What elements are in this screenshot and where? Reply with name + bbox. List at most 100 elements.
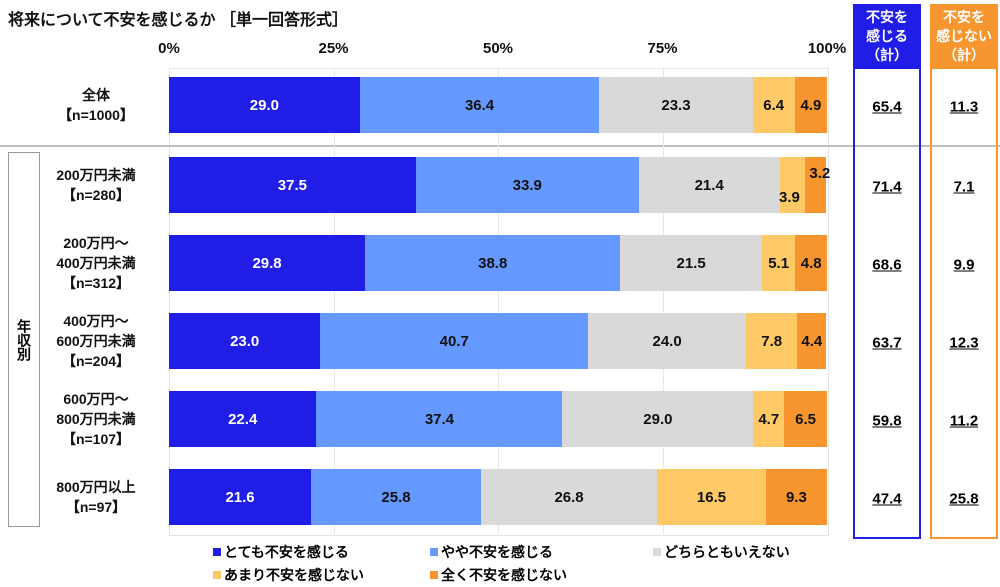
gridline <box>498 68 499 534</box>
legend-swatch <box>653 548 661 556</box>
bar-segment: 4.7 <box>753 391 785 447</box>
summary-value: 11.3 <box>949 98 979 116</box>
data-label: 9.3 <box>785 488 807 506</box>
data-label: 6.4 <box>763 96 785 114</box>
legend-swatch <box>213 548 221 556</box>
data-label: 4.8 <box>800 254 822 272</box>
bar-segment: 37.4 <box>316 391 563 447</box>
summary-column: 不安を 感じない （計） 11.3 7.1 9.9 12.3 11.2 25.8 <box>930 4 998 539</box>
group-label: 年収別 <box>16 318 32 361</box>
bar-segment: 24.0 <box>588 313 747 369</box>
bar-segment: 21.6 <box>169 469 312 525</box>
data-label: 37.5 <box>277 176 307 194</box>
category-label: 400万円～ 600万円未満 【n=204】 <box>56 313 136 369</box>
data-label: 29.8 <box>252 254 282 272</box>
bar-segment: 21.4 <box>638 157 780 213</box>
category-label: 200万円未満 【n=280】 <box>56 167 136 203</box>
data-label: 29.0 <box>643 410 673 428</box>
category-label: 800万円以上 【n=97】 <box>56 479 136 515</box>
gridline <box>333 68 335 534</box>
data-label: 37.4 <box>424 410 455 428</box>
data-label: 5.1 <box>768 254 790 272</box>
summary-value: 59.8 <box>872 412 902 430</box>
bar-segment: 40.7 <box>320 313 589 369</box>
legend-label: あまり不安を感じない <box>224 567 364 583</box>
legend-label: 全く不安を感じない <box>441 567 567 583</box>
legend-swatch <box>430 548 438 556</box>
summary-value: 25.8 <box>949 490 979 508</box>
data-label: 4.7 <box>758 410 780 428</box>
summary-value: 12.3 <box>949 334 979 352</box>
bar-segment: 38.8 <box>365 235 621 291</box>
summary-value: 9.9 <box>953 256 975 274</box>
bar-segment: 5.1 <box>761 235 796 291</box>
summary-value: 63.7 <box>872 334 902 352</box>
bar-segment: 7.8 <box>746 313 798 369</box>
summary-value: 65.4 <box>872 98 902 116</box>
data-label: 29.0 <box>249 96 279 114</box>
data-label: 21.4 <box>694 176 724 194</box>
summary-column: 不安を 感じる （計） 65.4 71.4 68.6 63.7 59.8 47.4 <box>853 4 921 539</box>
data-label: 16.5 <box>696 488 727 506</box>
bar-segment: 23.3 <box>599 77 753 133</box>
bar-segment: 4.4 <box>797 313 827 369</box>
legend-label: とても不安を感じる <box>224 544 349 560</box>
data-label: 26.8 <box>554 488 584 506</box>
bar-segment: 4.9 <box>794 77 827 133</box>
data-label: 23.3 <box>661 96 691 114</box>
bar-segment: 3.2 <box>805 157 830 213</box>
summary-column-header: 不安を 感じない （計） <box>932 6 996 69</box>
legend-item: やや不安を感じる <box>430 542 553 562</box>
bar-segment: 29.0 <box>169 77 360 133</box>
bar-segment: 29.0 <box>562 391 754 447</box>
data-label: 23.0 <box>230 332 260 350</box>
bar-segment: 3.9 <box>779 157 806 213</box>
legend-label: どちらともいえない <box>664 544 790 560</box>
x-tick-label: 100% <box>807 40 847 57</box>
data-label: 4.4 <box>801 332 823 350</box>
data-label: 4.9 <box>800 96 822 114</box>
legend-item: 全く不安を感じない <box>430 565 567 585</box>
data-label: 7.8 <box>761 332 783 350</box>
bar-segment: 23.0 <box>169 313 321 369</box>
chart-title: 将来について不安を感じるか ［単一回答形式］ <box>8 12 348 29</box>
data-label: 3.2 <box>809 164 831 182</box>
bar-segment: 29.8 <box>169 235 366 291</box>
category-label: 200万円～ 400万円未満 【n=312】 <box>56 235 136 291</box>
bar-segment: 37.5 <box>169 157 416 213</box>
legend-item: どちらともいえない <box>653 542 790 562</box>
bar-segment: 33.9 <box>415 157 639 213</box>
group-label-box: 年収別 <box>8 152 40 527</box>
bar-segment: 16.5 <box>657 469 766 525</box>
summary-column-header: 不安を 感じる （計） <box>855 6 919 69</box>
bar-segment: 9.3 <box>765 469 827 525</box>
x-tick-label: 75% <box>647 40 678 57</box>
summary-value: 71.4 <box>872 178 902 196</box>
bar-segment: 6.4 <box>752 77 795 133</box>
x-tick-label: 50% <box>482 40 514 57</box>
x-tick-label: 25% <box>318 40 349 57</box>
data-label: 36.4 <box>464 96 495 114</box>
separator-line <box>0 145 1000 147</box>
gridline <box>662 68 664 534</box>
summary-value: 68.6 <box>872 256 902 274</box>
bar-segment: 22.4 <box>169 391 317 447</box>
data-label: 3.9 <box>779 188 800 206</box>
summary-value: 11.2 <box>949 412 979 430</box>
data-label: 6.5 <box>795 410 817 428</box>
data-label: 25.8 <box>381 488 411 506</box>
data-label: 24.0 <box>652 332 682 350</box>
data-label: 21.6 <box>225 488 255 506</box>
legend-item: あまり不安を感じない <box>213 565 364 585</box>
legend-label: やや不安を感じる <box>441 544 553 560</box>
bar-segment: 21.5 <box>620 235 762 291</box>
data-label: 21.5 <box>676 254 706 272</box>
category-label: 600万円～ 800万円未満 【n=107】 <box>56 391 136 447</box>
data-label: 22.4 <box>228 410 258 428</box>
summary-value: 47.4 <box>872 490 902 508</box>
plot-area <box>169 68 829 536</box>
legend-swatch <box>430 571 438 579</box>
bar-segment: 25.8 <box>311 469 481 525</box>
bar-segment: 26.8 <box>480 469 658 525</box>
